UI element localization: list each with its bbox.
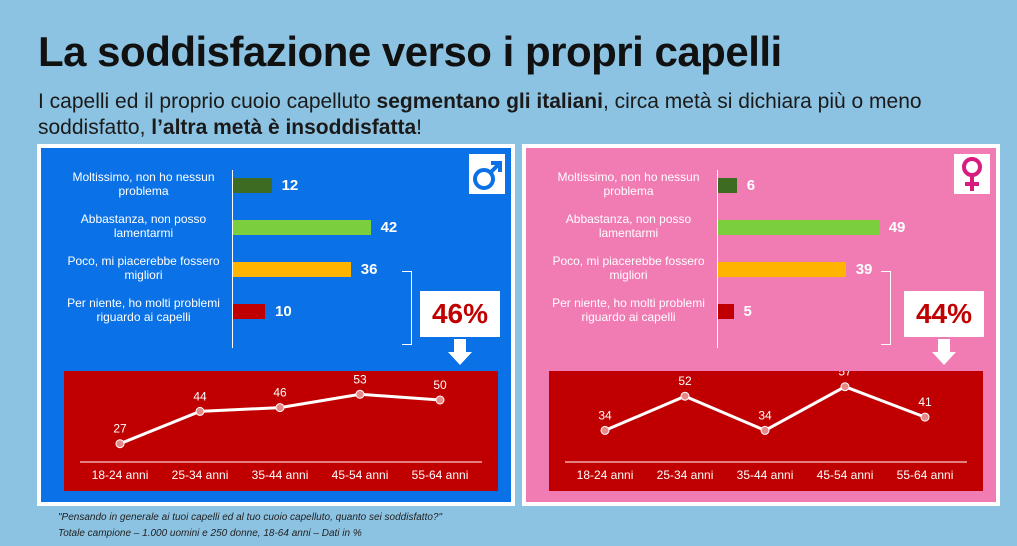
female-bar-axis	[717, 170, 718, 348]
bar-category-label: Abbastanza, non posso lamentarmi	[80, 212, 207, 240]
male-bar-axis	[232, 170, 233, 348]
male-panel: Moltissimo, non ho nessun problema 12 Abba…	[37, 144, 515, 506]
line-value-label: 50	[433, 378, 447, 392]
line-value-label: 34	[598, 408, 612, 422]
bar-category-label: Per niente, ho molti problemi riguardo a…	[67, 296, 220, 324]
line-value-label: 34	[758, 408, 772, 422]
bar-value-label: 5	[743, 303, 752, 320]
line-point	[760, 425, 770, 435]
bar	[717, 220, 879, 235]
line-category-label: 25-34 anni	[657, 468, 714, 482]
line-value-label: 53	[353, 372, 367, 386]
bar-category-label: Poco, mi piacerebbe fossero migliori	[552, 254, 705, 282]
line-category-label: 55-64 anni	[412, 468, 469, 482]
line-value-label: 27	[113, 422, 127, 436]
line-category-label: 55-64 anni	[897, 468, 954, 482]
line-category-label: 45-54 anni	[332, 468, 389, 482]
subtitle-bold-2: l’altra metà è insoddisfatta	[151, 116, 417, 139]
bar-category-label: Moltissimo, non ho nessun problema	[72, 170, 215, 198]
male-bracket	[402, 271, 412, 345]
bar-value-label: 42	[380, 219, 398, 236]
bar-value-label: 49	[888, 219, 906, 236]
female-bracket	[881, 271, 891, 345]
subtitle-text-2: , circa metà si dichiara più o meno sodd…	[38, 90, 922, 139]
male-callout: 46%	[420, 291, 500, 337]
line-chart-svg: 34 18-24 anni 52 25-34 anni 34 35-44 anni 57 45…	[565, 371, 967, 482]
footnote-sample: Totale campione – 1.000 uomini e 250 don…	[58, 528, 362, 539]
line-value-label: 52	[678, 374, 692, 388]
subtitle-bold-1: segmentano gli italiani	[376, 90, 603, 113]
footnote-question: "Pensando in generale ai tuoi capelli ed…	[58, 512, 443, 523]
female-line-chart: 34 18-24 anni 52 25-34 anni 34 35-44 anni 57 45…	[549, 371, 983, 491]
bar-value-label: 12	[281, 177, 299, 194]
page-subtitle: I capelli ed il proprio cuoio capelluto …	[38, 89, 988, 141]
male-line-chart: 27 18-24 anni 44 25-34 anni 46 35-44 anni 53 45…	[64, 371, 498, 491]
line-point	[435, 395, 445, 405]
line-category-label: 18-24 anni	[577, 468, 634, 482]
line-point	[275, 403, 285, 413]
bar-value-label: 36	[360, 261, 378, 278]
male-symbol-icon	[469, 154, 505, 194]
line-value-label: 46	[273, 386, 287, 400]
line-point	[920, 412, 930, 422]
bar	[717, 178, 737, 193]
bar-value-label: 6	[746, 177, 756, 194]
down-arrow-icon	[448, 339, 472, 365]
bar-value-label: 39	[855, 261, 873, 278]
line-category-label: 35-44 anni	[252, 468, 309, 482]
bar-category-label: Moltissimo, non ho nessun problema	[557, 170, 700, 198]
line-category-label: 18-24 anni	[92, 468, 149, 482]
line-category-label: 25-34 anni	[172, 468, 229, 482]
line-point	[115, 439, 125, 449]
line-category-label: 45-54 anni	[817, 468, 874, 482]
bar	[232, 178, 272, 193]
bar	[717, 304, 734, 319]
female-symbol-icon	[954, 154, 990, 194]
page-title: La soddisfazione verso i propri capelli	[38, 28, 782, 75]
line-value-label: 41	[918, 395, 932, 409]
bar-category-label: Abbastanza, non posso lamentarmi	[565, 212, 692, 240]
line-series	[119, 392, 441, 446]
down-arrow-icon	[932, 339, 956, 365]
line-point	[840, 382, 850, 392]
line-point	[195, 406, 205, 416]
line-point	[680, 391, 690, 401]
bar-value-label: 10	[275, 303, 292, 320]
bar-category-label: Per niente, ho molti problemi riguardo a…	[552, 296, 705, 324]
line-value-label: 44	[193, 389, 207, 403]
line-point	[355, 389, 365, 399]
subtitle-text-1: I capelli ed il proprio cuoio capelluto	[38, 90, 377, 113]
bar-category-label: Poco, mi piacerebbe fossero migliori	[67, 254, 220, 282]
subtitle-text-3: !	[416, 116, 422, 139]
female-panel: Moltissimo, non ho nessun problema 6 Abbas…	[522, 144, 1000, 506]
bar	[232, 304, 265, 319]
bar	[232, 262, 351, 277]
line-point	[600, 425, 610, 435]
line-category-label: 35-44 anni	[737, 468, 794, 482]
bar	[232, 220, 371, 235]
bar	[717, 262, 846, 277]
line-value-label: 57	[838, 371, 852, 379]
line-chart-svg: 27 18-24 anni 44 25-34 anni 46 35-44 anni 53 45…	[80, 372, 482, 482]
female-callout: 44%	[904, 291, 984, 337]
